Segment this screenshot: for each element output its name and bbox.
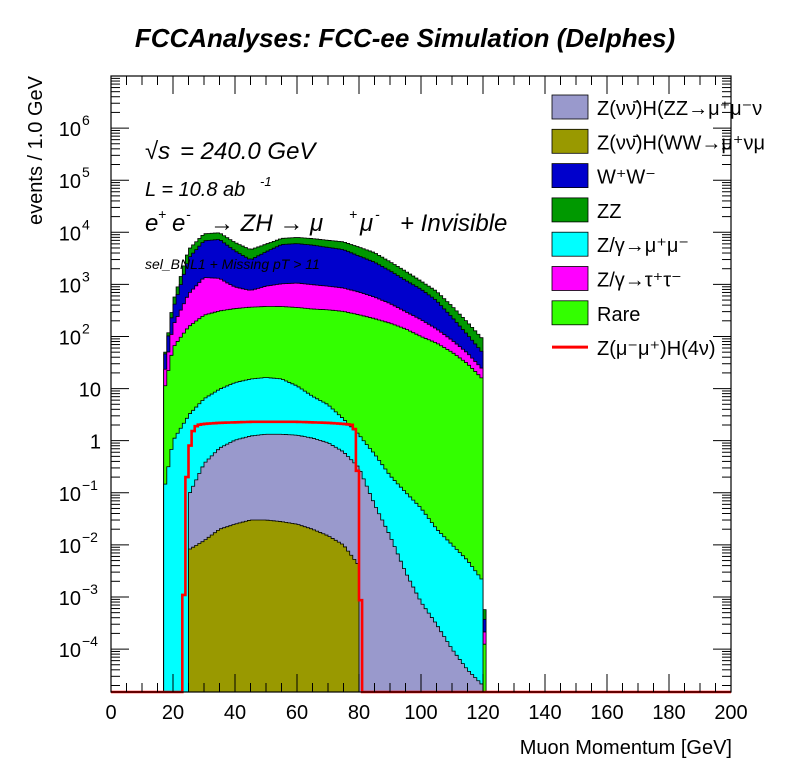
legend-swatch <box>551 163 589 189</box>
y-axis-label: events / 1.0 GeV <box>25 75 47 225</box>
x-tick-label: 40 <box>224 702 246 724</box>
legend-swatch <box>551 300 589 326</box>
process-invisible: + Invisible <box>400 210 507 237</box>
selection-label: sel_BNL1 + Missing pT > 11 <box>145 256 320 272</box>
legend-label: Rare <box>597 304 640 326</box>
legend: Z(νν̄)H(ZZ→μ⁺μ⁻ν Z(νν̄)H(WW→μ⁺νμ W⁺W⁻ ZZ Z/γ… <box>551 94 765 360</box>
legend-swatch <box>551 197 589 223</box>
legend-swatch <box>551 231 589 257</box>
legend-label: Z(νν̄)H(WW→μ⁺νμ <box>597 132 765 154</box>
y-tick-exponent: 3 <box>82 268 90 284</box>
y-tick-label: 10 <box>59 275 81 297</box>
x-tick-label: 0 <box>105 702 116 724</box>
x-tick-label: 180 <box>652 702 685 724</box>
x-tick-label: 160 <box>590 702 623 724</box>
legend-swatch <box>551 128 589 154</box>
process-e-minus-charge: - <box>186 206 191 222</box>
x-tick-label: 100 <box>404 702 437 724</box>
x-tick-label: 200 <box>714 702 747 724</box>
y-tick-label: 10 <box>59 640 81 662</box>
legend-swatch <box>551 266 589 291</box>
y-tick-exponent: −4 <box>82 633 98 649</box>
legend-swatch <box>551 94 589 120</box>
sqrt-s-value: = 240.0 GeV <box>180 138 317 165</box>
x-tick-label: 120 <box>466 702 499 724</box>
process-mu-minus-charge: - <box>375 206 380 222</box>
y-tick-exponent: −3 <box>82 581 98 597</box>
process-mu-plus-charge: + <box>349 206 357 222</box>
y-tick-exponent: 4 <box>82 216 90 232</box>
x-axis-label: Muon Momentum [GeV] <box>520 737 732 759</box>
luminosity-label: L = 10.8 ab <box>145 179 245 201</box>
process-mu-minus: μ <box>359 210 373 237</box>
y-tick-exponent: −1 <box>82 477 98 493</box>
legend-label: Z/γ→τ⁺τ⁻ <box>597 270 682 292</box>
y-tick-exponent: 6 <box>82 112 90 128</box>
y-tick-exponent: −2 <box>82 529 98 545</box>
process-zh-mu: → ZH → μ <box>210 210 323 237</box>
chart-title: FCCAnalyses: FCC-ee Simulation (Delphes) <box>135 23 675 53</box>
y-tick-label: 10 <box>59 484 81 506</box>
y-tick-exponent: 2 <box>82 320 90 336</box>
y-tick-label: 10 <box>79 380 101 402</box>
legend-label: Z/γ→μ⁺μ⁻ <box>597 235 689 257</box>
y-tick-label: 1 <box>90 432 101 454</box>
annotations: √s = 240.0 GeV L = 10.8 ab -1 e + e - → … <box>145 138 507 272</box>
x-tick-label: 80 <box>348 702 370 724</box>
luminosity-exponent: -1 <box>260 174 272 189</box>
legend-label: ZZ <box>597 201 621 223</box>
x-tick-label: 140 <box>528 702 561 724</box>
sqrt-s-symbol: √s <box>145 138 170 165</box>
legend-label: W⁺W⁻ <box>597 167 656 189</box>
y-tick-label: 10 <box>59 119 81 141</box>
y-tick-label: 10 <box>59 536 81 558</box>
y-tick-exponent: 5 <box>82 164 90 180</box>
x-tick-label: 60 <box>286 702 308 724</box>
x-tick-label: 20 <box>162 702 184 724</box>
y-tick-label: 10 <box>59 223 81 245</box>
y-tick-label: 10 <box>59 327 81 349</box>
legend-label: Z(μ⁻μ⁺)H(4ν) <box>597 338 716 360</box>
y-tick-label: 10 <box>59 171 81 193</box>
legend-label: Z(νν̄)H(ZZ→μ⁺μ⁻ν <box>597 98 762 120</box>
process-e-plus: e <box>145 210 158 237</box>
process-e-minus: e <box>172 210 185 237</box>
y-tick-label: 10 <box>59 588 81 610</box>
process-e-plus-charge: + <box>158 206 166 222</box>
